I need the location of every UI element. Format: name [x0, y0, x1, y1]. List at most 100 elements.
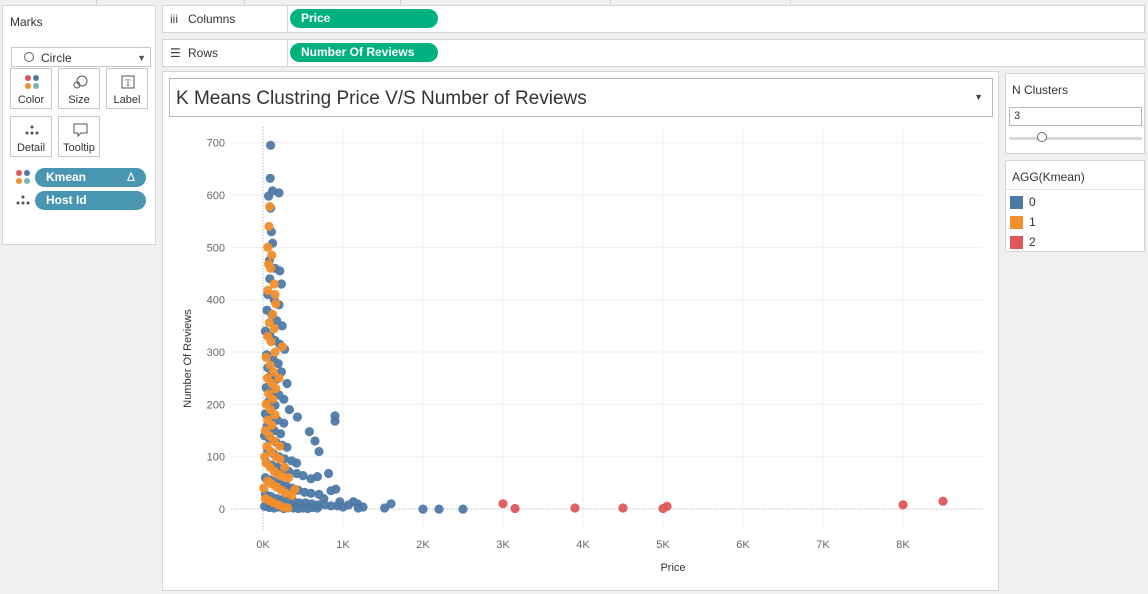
number-of-reviews-pill-label: Number Of Reviews [301, 45, 415, 59]
data-point-cluster-0 [458, 504, 468, 514]
data-point-cluster-0 [312, 503, 322, 513]
label-button[interactable]: T Label [106, 68, 148, 109]
n-clusters-slider-track[interactable] [1009, 137, 1142, 140]
legend-label-2: 2 [1029, 235, 1036, 249]
color-button[interactable]: Color [10, 68, 52, 109]
kmean-pill-label: Kmean [46, 170, 87, 184]
chart-title-box[interactable]: K Means Clustring Price V/S Number of Re… [169, 78, 993, 117]
legend-body: 0 1 2 [1006, 189, 1144, 251]
cluster-legend: AGG(Kmean) 0 1 2 [1005, 160, 1145, 252]
x-tick-label: 4K [576, 539, 590, 551]
data-point-cluster-0 [312, 472, 322, 482]
data-point-cluster-0 [279, 394, 289, 404]
top-strip [0, 0, 1148, 4]
data-point-cluster-2 [938, 496, 948, 506]
color-button-label: Color [17, 94, 45, 106]
data-point-cluster-1 [259, 483, 269, 493]
chevron-down-icon[interactable]: ▼ [974, 92, 983, 102]
marks-card: Marks Circle ▼ Color Size T Label Detail [2, 5, 156, 245]
number-of-reviews-pill[interactable]: Number Of Reviews [290, 43, 438, 62]
rows-shelf: ☰ Rows Number Of Reviews [162, 39, 1145, 67]
parameter-title: N Clusters [1012, 83, 1069, 97]
data-point-cluster-0 [326, 501, 336, 511]
y-tick-label: 100 [207, 452, 225, 464]
data-point-cluster-0 [292, 412, 302, 422]
data-point-cluster-0 [266, 140, 276, 150]
data-point-cluster-2 [618, 503, 628, 513]
data-point-cluster-1 [271, 299, 281, 309]
data-point-cluster-1 [270, 289, 280, 300]
data-point-cluster-0 [298, 471, 308, 481]
price-pill-label: Price [301, 11, 331, 25]
size-icon [73, 75, 88, 89]
chart-title: K Means Clustring Price V/S Number of Re… [176, 88, 587, 109]
data-point-cluster-1 [269, 279, 279, 289]
chevron-down-icon: ▼ [137, 53, 146, 63]
data-point-cluster-0 [324, 468, 334, 479]
detail-button[interactable]: Detail [10, 116, 52, 157]
data-point-cluster-1 [268, 309, 278, 319]
color-icon [16, 170, 30, 184]
data-point-cluster-1 [264, 221, 274, 231]
y-tick-label: 500 [207, 242, 225, 254]
svg-text:T: T [125, 78, 131, 88]
data-point-cluster-0 [310, 436, 320, 446]
legend-title: AGG(Kmean) [1012, 170, 1085, 184]
data-point-cluster-1 [290, 484, 300, 494]
data-point-cluster-1 [275, 454, 285, 464]
tooltip-button[interactable]: Tooltip [58, 116, 100, 157]
detail-icon [25, 125, 39, 135]
data-point-cluster-0 [330, 416, 340, 426]
n-clusters-input[interactable]: 3 [1009, 107, 1142, 126]
data-point-cluster-1 [271, 384, 281, 394]
color-icon [25, 75, 39, 89]
data-point-cluster-0 [314, 446, 324, 457]
data-point-cluster-1 [280, 462, 290, 472]
tooltip-button-label: Tooltip [63, 142, 95, 154]
data-point-cluster-0 [292, 458, 302, 468]
data-point-cluster-0 [276, 429, 286, 439]
data-point-cluster-0 [264, 191, 274, 201]
tooltip-icon [73, 123, 88, 138]
data-point-cluster-1 [265, 202, 275, 212]
data-point-cluster-1 [263, 242, 273, 252]
data-point-cluster-1 [266, 337, 276, 347]
mark-type-dropdown[interactable]: Circle ▼ [11, 47, 151, 67]
n-clusters-parameter: N Clusters 3 [1005, 73, 1145, 154]
data-point-cluster-2 [662, 501, 672, 511]
x-tick-label: 1K [336, 539, 350, 551]
legend-swatch-0 [1010, 196, 1023, 209]
size-button-label: Size [68, 94, 90, 106]
label-button-label: Label [113, 94, 141, 106]
x-tick-label: 0K [256, 539, 270, 551]
size-button[interactable]: Size [58, 68, 100, 109]
data-point-cluster-0 [282, 442, 292, 452]
columns-label: Columns [188, 12, 236, 26]
y-tick-label: 0 [219, 504, 225, 516]
data-point-cluster-1 [277, 342, 287, 352]
scatter-chart[interactable]: 0K 1K 2K 3K 4K 5K 6K 7K 8K 0 100 200 300 400 500 600 700… [163, 72, 998, 590]
data-point-cluster-1 [284, 473, 294, 483]
data-point-cluster-0 [304, 427, 314, 437]
data-point-cluster-1 [283, 503, 293, 513]
data-point-cluster-1 [263, 285, 273, 295]
data-point-cluster-1 [270, 347, 280, 357]
host-id-pill[interactable]: Host Id [35, 191, 146, 210]
legend-swatch-2 [1010, 236, 1023, 249]
price-pill[interactable]: Price [290, 9, 438, 28]
y-tick-label: 300 [207, 347, 225, 359]
columns-shelf: iii Columns Price [162, 5, 1145, 33]
n-clusters-slider-knob[interactable] [1037, 132, 1048, 142]
data-point-cluster-1 [275, 441, 285, 451]
data-point-cluster-0 [331, 484, 341, 494]
data-point-cluster-0 [277, 321, 287, 331]
data-point-cluster-0 [274, 188, 284, 198]
data-point-cluster-0 [279, 418, 289, 428]
columns-shelf-header: iii Columns [163, 6, 288, 32]
x-tick-label: 7K [816, 539, 830, 551]
kmean-pill[interactable]: Kmean Δ [35, 168, 146, 187]
x-tick-label: 8K [896, 539, 910, 551]
data-point-cluster-1 [268, 394, 278, 404]
data-point-cluster-1 [266, 263, 276, 273]
data-point-cluster-2 [570, 503, 580, 513]
